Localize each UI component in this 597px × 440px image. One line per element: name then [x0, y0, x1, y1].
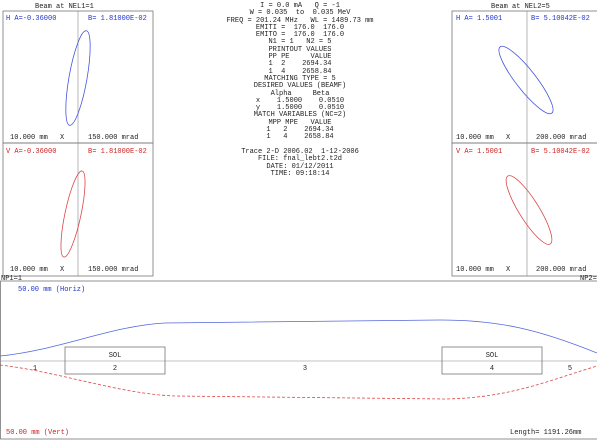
parameter-line: W = 0.035 to 0.035 MeV [249, 9, 351, 18]
phase-frame [451, 142, 597, 277]
alpha-label: H A=-0.36000 [6, 15, 56, 23]
scale-label: 10.000 mm [456, 134, 494, 142]
beam-ellipse [505, 175, 553, 245]
parameter-line: 1 4 2658.84 [266, 133, 334, 142]
profile-frame [0, 280, 597, 440]
parameter-line: PP PE VALUE [268, 53, 332, 62]
parameter-line: FREQ = 201.24 MHz WL = 1489.73 mm [226, 16, 374, 25]
beta-label: B= 1.81000E-02 [88, 15, 147, 23]
scale-label: 10.000 mm [10, 266, 48, 274]
parameter-line: PRINTOUT VALUES [268, 45, 332, 54]
scale-label: 50.00 mm (Horiz) [18, 286, 85, 294]
length-label: Length= 1191.26mm [510, 429, 581, 437]
scale-label: 150.000 mrad [88, 134, 138, 142]
axis-label: X [60, 134, 65, 142]
scale-label: 10.000 mm [456, 266, 494, 274]
parameter-line: EMITI = 176.0 176.0 [255, 23, 345, 32]
beta-label: B= 5.10042E-02 [531, 15, 590, 23]
parameter-line: EMITO = 176.0 176.0 [255, 31, 345, 40]
beta-label: B= 5.10042E-02 [531, 148, 590, 156]
info-line: Trace 2-D 2006.02 1-12-2006 [241, 147, 359, 156]
horizontal-envelope [0, 319, 597, 357]
parameter-line: DESIRED VALUES (BEAMF) [253, 82, 347, 91]
beta-label: B= 1.81000E-02 [88, 148, 147, 156]
parameter-line: I = 0.0 mA Q = -1 [260, 2, 340, 10]
alpha-label: H A= 1.5001 [456, 15, 502, 23]
parameter-line: 1 2 2694.34 [268, 60, 332, 69]
info-line: FILE: fnal_lebt2.t2d [257, 155, 342, 164]
scale-label: 50.00 mm (Vert) [6, 429, 69, 437]
scale-label: 10.000 mm [10, 134, 48, 142]
solenoid-label: SOL [486, 352, 499, 360]
np-label: NP1=1 [1, 275, 22, 283]
solenoid [441, 346, 543, 375]
beam-ellipse [60, 170, 86, 258]
parameter-line: Alpha Beta [270, 89, 330, 98]
phase-frame [451, 10, 597, 144]
alpha-label: V A=-0.36000 [6, 148, 56, 156]
parameter-line: x 1.5000 0.0510 [255, 96, 345, 105]
parameter-line: MATCHING TYPE = 5 [264, 74, 336, 83]
solenoid [64, 346, 166, 375]
axis-label: X [60, 266, 65, 274]
element-label: 1 [33, 365, 37, 373]
axis-label: X [506, 266, 511, 274]
beam-ellipse [498, 45, 554, 115]
parameter-line: y 1.5000 0.0510 [255, 104, 345, 113]
panel-title: Beam at NEL2=5 [491, 3, 550, 11]
info-line: DATE: 01/12/2011 [266, 162, 334, 171]
panel-title: Beam at NEL1=1 [35, 3, 94, 11]
element-label: 4 [490, 365, 494, 373]
element-label: 3 [303, 365, 307, 373]
beam-ellipse [65, 30, 91, 126]
element-label: 2 [113, 365, 117, 373]
parameter-line: MATCH VARIABLES (NC=2) [253, 111, 347, 120]
scale-label: 200.000 mrad [536, 134, 586, 142]
parameter-line: 1 2 2694.34 [266, 126, 334, 135]
solenoid-label: SOL [109, 352, 122, 360]
parameter-line: N1 = 1 N2 = 5 [268, 38, 332, 47]
info-line: TIME: 09:18:14 [270, 169, 330, 178]
parameter-line: 1 4 2658.84 [268, 67, 332, 76]
element-label: 5 [568, 365, 572, 373]
alpha-label: V A= 1.5001 [456, 148, 502, 156]
np-label: NP2= [580, 275, 597, 283]
vertical-envelope [0, 364, 597, 400]
parameter-line: MPP MPE VALUE [268, 118, 332, 127]
axis-label: X [506, 134, 511, 142]
scale-label: 150.000 mrad [88, 266, 138, 274]
scale-label: 200.000 mrad [536, 266, 586, 274]
parameter-block: I = 0.0 mA Q = -1 W = 0.035 to 0.035 MeV F… [180, 2, 420, 178]
